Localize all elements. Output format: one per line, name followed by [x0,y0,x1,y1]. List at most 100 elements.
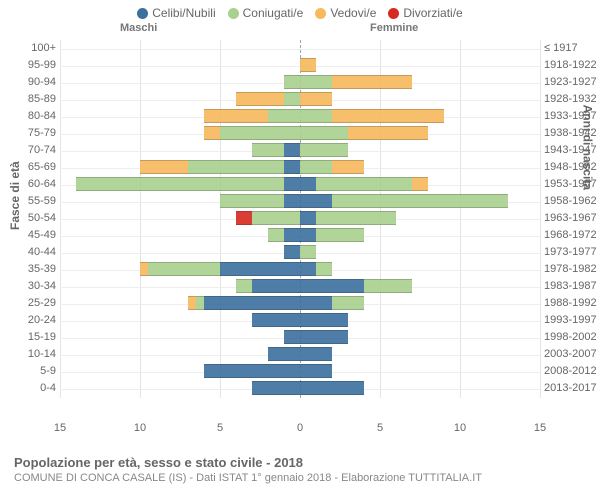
bar-segment [300,296,332,310]
bar-segment [268,228,284,242]
bar-segment [316,177,412,191]
gridline-vertical [540,40,541,398]
birth-year-label: 1923-1927 [544,76,600,88]
age-label: 55-59 [10,195,56,207]
age-label: 100+ [10,42,56,54]
bar-segment [204,364,300,378]
age-row: 15-191998-2002 [60,329,540,346]
birth-year-label: 1968-1972 [544,229,600,241]
age-row: 10-142003-2007 [60,346,540,363]
bar-segment [300,228,316,242]
legend-swatch-coniugati [228,8,239,19]
age-row: 85-891928-1932 [60,91,540,108]
bar-segment [196,296,204,310]
age-label: 90-94 [10,76,56,88]
bar-female [300,262,332,276]
gender-headers: Maschi Femmine [0,22,600,40]
x-axis: 15105051015 [60,420,540,440]
bar-female [300,279,412,293]
bar-female [300,381,364,395]
birth-year-label: 1928-1932 [544,93,600,105]
age-label: 50-54 [10,212,56,224]
bar-male [236,92,300,106]
birth-year-label: 1918-1922 [544,59,600,71]
bar-female [300,58,316,72]
age-row: 20-241993-1997 [60,312,540,329]
age-label: 25-29 [10,297,56,309]
bar-female [300,296,364,310]
legend: Celibi/Nubili Coniugati/e Vedovi/e Divor… [0,0,600,22]
bar-female [300,364,332,378]
bar-female [300,75,412,89]
bar-segment [236,92,284,106]
bar-female [300,313,348,327]
birth-year-label: 1938-1942 [544,127,600,139]
bar-segment [252,143,284,157]
bar-segment [300,245,316,259]
x-tick-label: 15 [54,422,66,434]
chart-subtitle: COMUNE DI CONCA CASALE (IS) - Dati ISTAT… [14,472,586,484]
bar-segment [300,262,316,276]
bar-female [300,126,428,140]
bar-segment [300,313,348,327]
x-tick-label: 10 [454,422,466,434]
legend-item-coniugati: Coniugati/e [228,6,304,20]
legend-label: Vedovi/e [330,6,376,20]
bar-segment [252,211,300,225]
bar-male [236,279,300,293]
bar-segment [300,347,332,361]
bar-female [300,347,332,361]
birth-year-label: 1933-1937 [544,110,600,122]
bar-female [300,228,364,242]
bar-segment [300,381,364,395]
bar-male [140,262,300,276]
bar-segment [220,126,300,140]
age-label: 20-24 [10,314,56,326]
bar-segment [300,75,332,89]
bar-male [284,75,300,89]
bar-segment [140,262,148,276]
bar-segment [188,296,196,310]
bar-segment [252,381,300,395]
bar-male [140,160,300,174]
age-label: 40-44 [10,246,56,258]
age-label: 10-14 [10,348,56,360]
bar-segment [268,347,300,361]
bar-segment [316,211,396,225]
bar-male [188,296,300,310]
bar-segment [332,194,508,208]
x-tick-label: 15 [534,422,546,434]
age-label: 5-9 [10,365,56,377]
legend-item-vedovi: Vedovi/e [315,6,376,20]
bar-segment [332,296,364,310]
x-tick-label: 0 [297,422,303,434]
birth-year-label: 2008-2012 [544,365,600,377]
bar-segment [300,279,364,293]
age-label: 35-39 [10,263,56,275]
bar-female [300,177,428,191]
bar-segment [332,75,412,89]
bar-segment [316,262,332,276]
birth-year-label: 1973-1977 [544,246,600,258]
bar-male [204,109,300,123]
bar-male [252,381,300,395]
age-row: 30-341983-1987 [60,278,540,295]
bar-male [204,126,300,140]
bar-segment [284,160,300,174]
bar-segment [252,313,300,327]
age-row: 5-92008-2012 [60,363,540,380]
population-pyramid-chart: 100+≤ 191795-991918-192290-941923-192785… [60,40,540,440]
bar-male [76,177,300,191]
age-row: 90-941923-1927 [60,74,540,91]
legend-swatch-divorziati [388,8,399,19]
bar-segment [284,177,300,191]
bar-segment [148,262,220,276]
bar-segment [204,126,220,140]
bar-female [300,211,396,225]
age-row: 60-641953-1957 [60,176,540,193]
age-row: 55-591958-1962 [60,193,540,210]
legend-item-divorziati: Divorziati/e [388,6,462,20]
bar-segment [316,228,364,242]
birth-year-label: 1943-1947 [544,144,600,156]
bar-segment [348,126,428,140]
